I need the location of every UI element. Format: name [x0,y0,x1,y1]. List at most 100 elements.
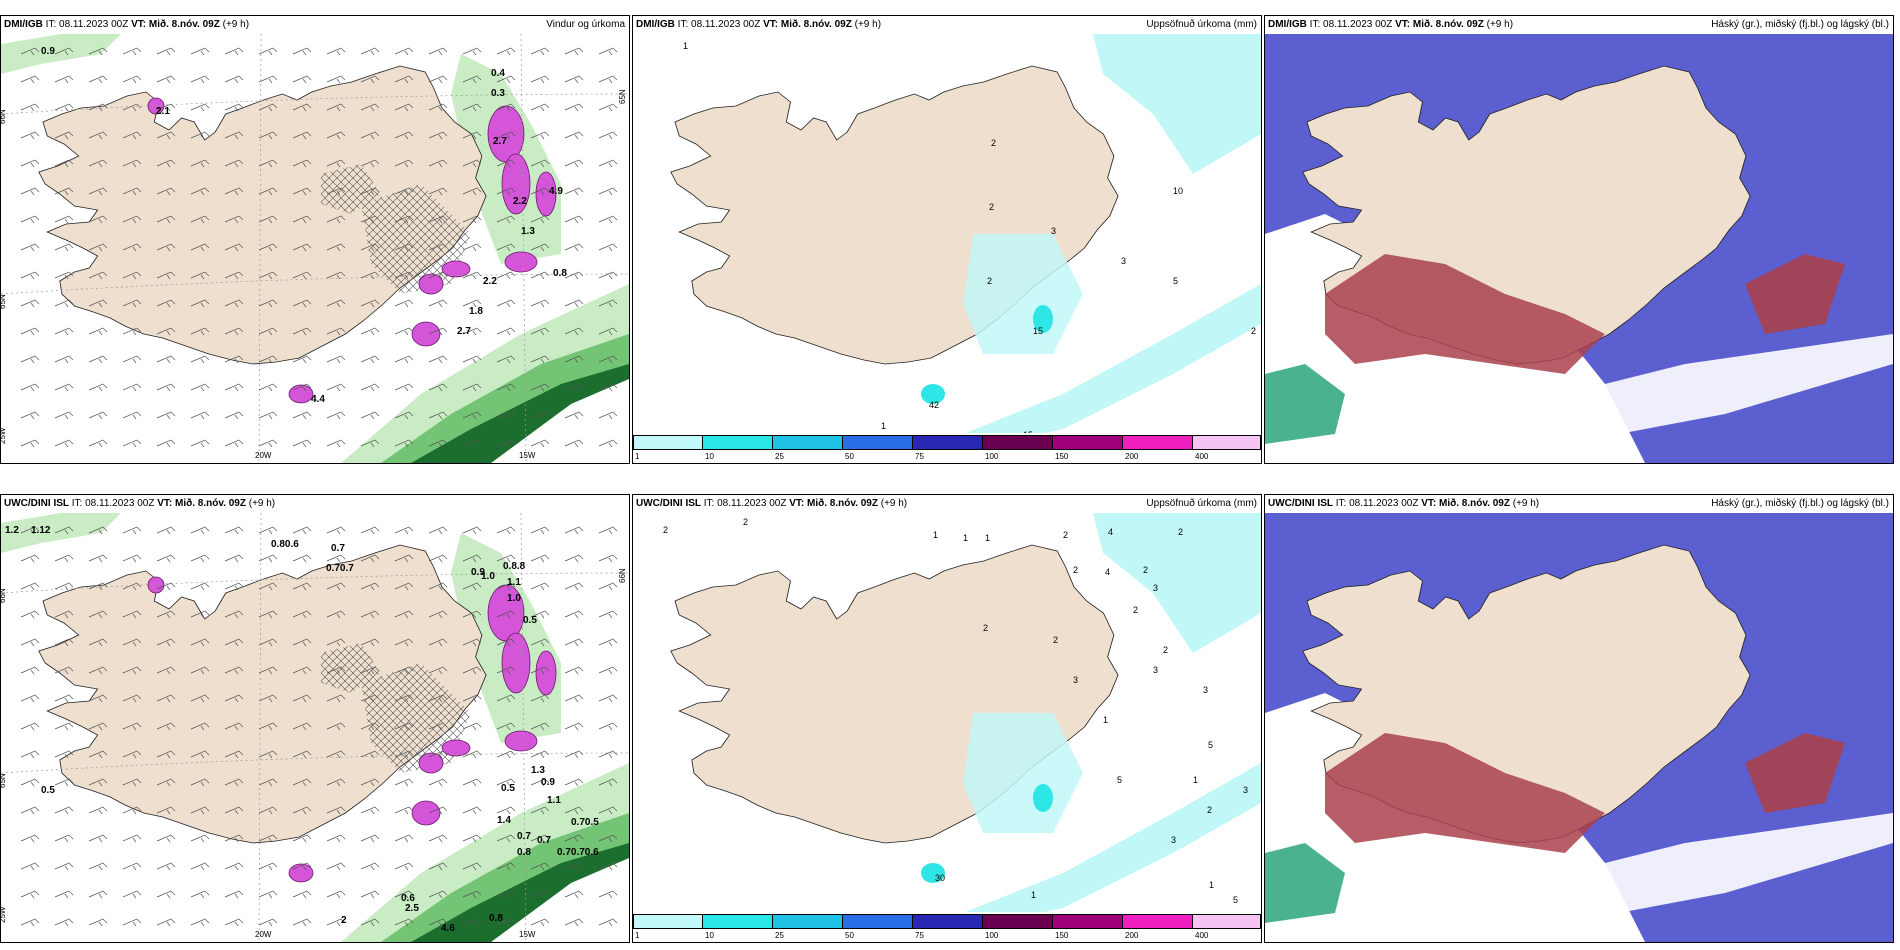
colorbar-tick: 100 [985,931,999,940]
wind-barb [122,131,142,140]
wind-barb [292,778,312,787]
wind-barb [292,383,312,392]
wind-barb [258,582,278,591]
wind-barb [428,159,448,168]
wind-barb [54,383,74,392]
wind-barb [156,411,176,420]
wind-barb [564,383,584,392]
wind-barb [360,327,380,336]
precip-nw [1,513,121,553]
wind-barb [360,271,380,280]
wind-barb [190,666,210,675]
wind-barb [190,383,210,392]
light-precip-area-inland [963,713,1083,833]
wind-barb [564,750,584,759]
wind-barb [360,862,380,871]
colorbar-segment [1123,435,1193,450]
wind-barb [20,778,40,787]
precip-value-label: 2 [743,517,748,527]
precip-value-label: 3 [1051,226,1056,236]
precip-value-label: 1 [1103,715,1108,725]
wind-barb [224,243,244,252]
wind-barb [20,47,40,56]
vt-label: VT: [763,19,779,30]
wind-barb [326,638,346,647]
wind-barb [20,554,40,563]
wind-barb [428,299,448,308]
wind-barb [224,666,244,675]
wind-barb [156,610,176,619]
mid-cloud-area [1325,254,1605,374]
wind-barb [292,299,312,308]
light-precip-area-south [963,763,1261,928]
heavy-precip-blob [441,739,471,757]
wind-barb [598,383,618,392]
heavy-precip-blob [288,863,314,883]
it-label: IT: [1309,19,1321,30]
wind-barb [54,75,74,84]
wind-barb [598,327,618,336]
wind-barb [20,722,40,731]
wind-barb [190,750,210,759]
colorbar-segment [1053,435,1123,450]
precip-value-label: 5 [1173,276,1178,286]
wind-barb [326,355,346,364]
wind-barb [292,750,312,759]
wind-barb [360,383,380,392]
wind-barb [20,638,40,647]
green-cloud-area [1265,364,1345,444]
wind-barb [394,103,414,112]
wind-barb [20,806,40,815]
wind-barb [88,526,108,535]
wind-barb [394,890,414,899]
wind-barb [598,187,618,196]
precip-value-label: 2.2 [513,196,527,207]
wind-barb [54,187,74,196]
wind-barb [530,103,550,112]
wind-barb [598,215,618,224]
wind-barb [530,918,550,927]
wind-barb [156,666,176,675]
wind-barb [224,638,244,647]
precip-band-dark [411,364,629,463]
wind-barb [190,47,210,56]
wind-barb [258,411,278,420]
wind-barb [88,722,108,731]
wind-barb [20,411,40,420]
wind-barb [564,582,584,591]
wind-barb [326,299,346,308]
wind-barb [292,694,312,703]
wind-barb [88,327,108,336]
wind-barb [326,103,346,112]
vt-label: VT: [1395,19,1411,30]
wind-barb [496,722,516,731]
wind-barb [292,806,312,815]
wind-barb [598,411,618,420]
wind-barb [292,862,312,871]
it-label: IT: [703,498,715,509]
precip-value-label: 3 [1243,785,1248,795]
wind-barb [88,299,108,308]
wind-barb [394,383,414,392]
heavy-precip-blob [147,576,165,594]
wind-barb [88,383,108,392]
wind-barb [428,806,448,815]
wind-barb [496,439,516,448]
wind-barb [496,806,516,815]
snow-hatch-area-2 [321,643,381,693]
precip-value-label: 0.80.6 [271,539,299,550]
wind-barb [394,271,414,280]
wind-barb [156,131,176,140]
colorbar-tick: 25 [775,452,784,461]
heavy-precip-blob [504,730,538,752]
snow-hatch-area-2 [321,164,381,214]
wind-barb [20,299,40,308]
precip-value-label: 0.8 [489,913,503,924]
wind-barb [258,554,278,563]
precip-value-label: 1 [881,421,886,431]
wind-barb [462,215,482,224]
wind-barb [462,554,482,563]
precip-value-label: 2.7 [493,136,507,147]
lead-time: (+9 h) [854,19,882,30]
wind-barb [122,526,142,535]
